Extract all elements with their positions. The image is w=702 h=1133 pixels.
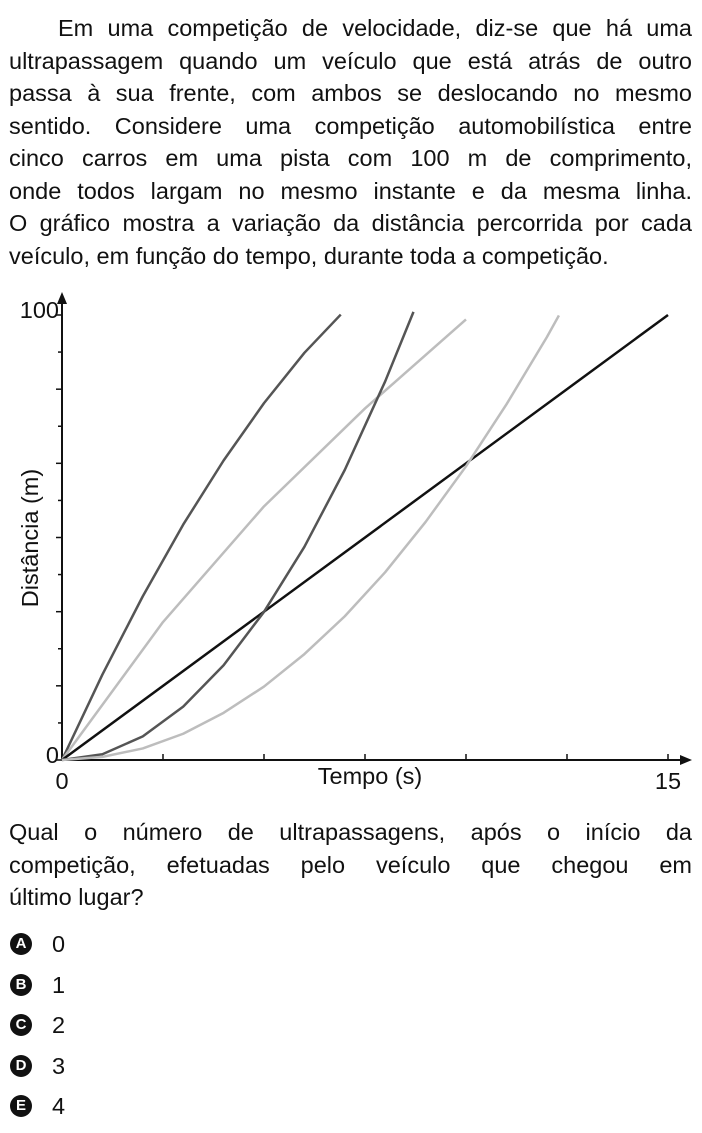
text-line: ultrapassagem quando um veículo que está… xyxy=(9,47,692,74)
curve xyxy=(61,314,561,762)
text-line: último lugar? xyxy=(9,884,144,910)
x-tick-label: 0 xyxy=(55,768,68,794)
option-letter: C xyxy=(10,1014,32,1036)
option-text: 2 xyxy=(52,1012,66,1038)
text-line: sentido. Considere uma competição automo… xyxy=(9,112,692,139)
text-line: Em uma competição de velocidade, diz-se … xyxy=(58,15,692,41)
x-axis-arrow xyxy=(680,755,692,765)
curve xyxy=(60,313,342,761)
text-line: passa à sua frente, com ambos se desloca… xyxy=(9,80,692,106)
text-line: veículo, em função do tempo, durante tod… xyxy=(9,242,609,269)
y-tick-label: 100 xyxy=(20,297,59,323)
curve xyxy=(61,313,669,762)
text-line: competição, efetuadas pelo veículo que c… xyxy=(9,851,692,878)
option-text: 0 xyxy=(52,931,66,957)
curve xyxy=(61,311,415,762)
option-letter: E xyxy=(10,1095,32,1117)
text-line: cinco carros em uma pista com 100 m de c… xyxy=(9,145,692,171)
chart: Tempo (s) Distância (m) 0 15 0 100 xyxy=(17,292,692,794)
y-tick-label: 0 xyxy=(46,742,59,768)
text-line: Qual o número de ultrapassagens, após o … xyxy=(9,819,692,845)
option-text: 4 xyxy=(52,1093,66,1119)
option-text: 1 xyxy=(52,971,66,998)
option-letter: A xyxy=(10,933,32,955)
option-text: 3 xyxy=(52,1052,66,1079)
x-axis-label: Tempo (s) xyxy=(318,763,422,789)
text-line: O gráfico mostra a variação da distância… xyxy=(9,210,692,236)
y-axis-arrow xyxy=(57,292,67,304)
curve xyxy=(60,318,467,761)
option-letter: B xyxy=(10,973,32,996)
text-line: onde todos largam no mesmo instante e da… xyxy=(9,177,692,204)
option-letter: D xyxy=(10,1054,32,1077)
y-axis-label: Distância (m) xyxy=(17,469,43,607)
x-tick-label: 15 xyxy=(655,768,681,794)
